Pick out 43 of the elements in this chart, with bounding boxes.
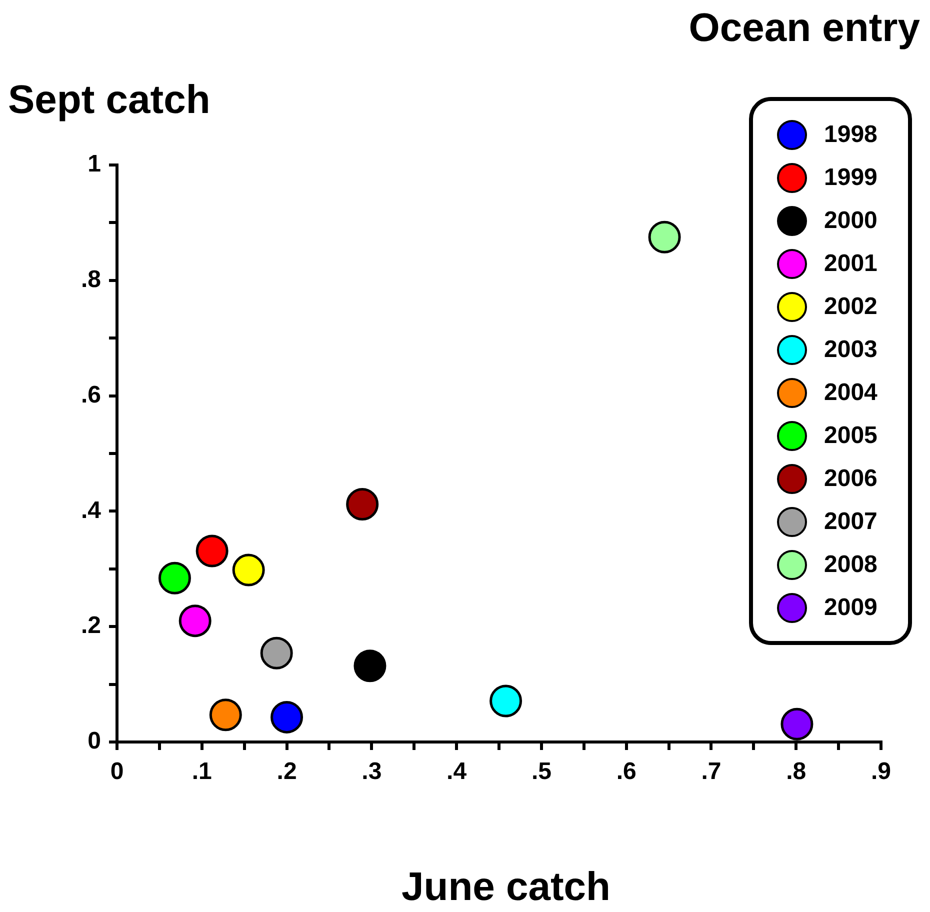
x-tick-label: .1 [192, 758, 212, 786]
x-tick-label: .4 [446, 758, 468, 786]
point [232, 554, 265, 586]
y-tick-label: .4 [80, 496, 102, 524]
point [158, 562, 191, 594]
x-axis-title: June catch [400, 865, 612, 910]
legend-label: 2009 [824, 594, 878, 622]
point [196, 534, 228, 568]
point [178, 604, 212, 638]
point [270, 700, 304, 734]
legend-label: 2001 [824, 250, 878, 278]
legend-label: 2008 [824, 551, 878, 579]
legend-label: 2005 [824, 422, 878, 450]
y-tick-label: 1 [88, 150, 101, 178]
y-tick-label: .6 [80, 381, 101, 408]
y-tick-label: .2 [80, 612, 101, 640]
legend-label: 1998 [824, 121, 878, 149]
x-tick-label: .9 [870, 758, 892, 786]
point [648, 220, 681, 254]
legend-label: 1999 [824, 164, 878, 192]
x-tick-label: .2 [276, 758, 297, 786]
x-tick-label: 0 [110, 758, 124, 786]
x-tick-label: .7 [701, 758, 722, 786]
point [490, 684, 522, 718]
legend-label: 2000 [824, 207, 878, 235]
x-tick-label: .3 [362, 758, 382, 786]
y-tick-label: .8 [80, 266, 101, 294]
point [209, 698, 242, 732]
y-axis-title: Sept catch [8, 78, 210, 123]
y-tick-label: 0 [88, 728, 101, 755]
x-tick-label: .5 [531, 758, 552, 786]
legend-label: 2004 [824, 379, 878, 407]
x-tick-label: .6 [616, 758, 636, 786]
point [354, 650, 386, 682]
x-tick-label: .8 [786, 758, 806, 786]
legend-label: 2002 [824, 293, 878, 321]
point [780, 708, 814, 740]
legend-label: 2006 [824, 465, 878, 493]
point [260, 636, 293, 670]
legend-label: 2003 [824, 336, 878, 364]
legend-label: 2007 [824, 508, 878, 536]
chart-title: Ocean entry [688, 6, 920, 51]
point [346, 488, 379, 521]
